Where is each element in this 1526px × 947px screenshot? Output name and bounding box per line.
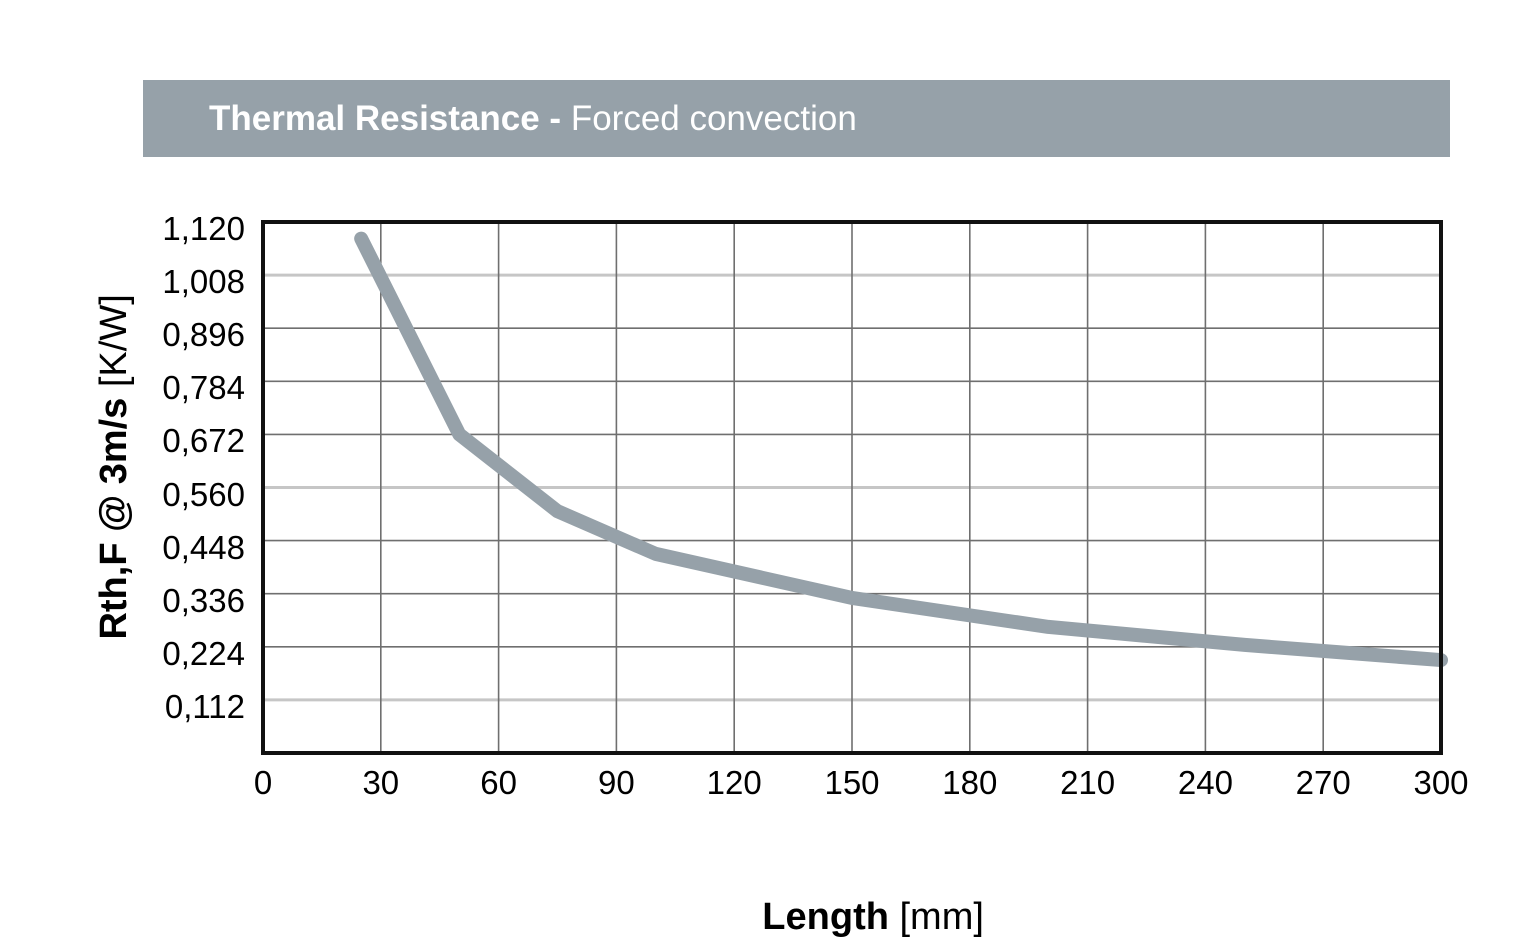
x-tick-label: 300	[1413, 764, 1469, 801]
data-line	[354, 231, 1448, 668]
y-axis-title: Rth,F @ 3m/s [K/W]	[45, 178, 135, 798]
y-tick-label: 0,336	[162, 581, 245, 619]
plot-frame	[261, 220, 1443, 755]
x-tick-label: 240	[1177, 764, 1233, 801]
y-tick-label: 0,112	[164, 687, 245, 725]
y-axis-title-bold: Rth,F @ 3m/s	[93, 387, 135, 640]
x-tick-label: 180	[942, 764, 998, 801]
y-tick-label: 1,008	[162, 263, 245, 301]
plot-area	[261, 220, 1448, 755]
x-axis-title: Length [mm]	[552, 848, 1152, 938]
chart-title-bar: Thermal Resistance - Forced convection	[143, 80, 1450, 157]
y-tick-label: 0,672	[162, 422, 245, 460]
x-tick-label: 150	[824, 764, 880, 801]
y-tick-label: 0,448	[162, 528, 245, 566]
x-tick-label: 270	[1295, 764, 1351, 801]
chart-title-bold: Thermal Resistance -	[209, 98, 571, 138]
x-tick-label: 90	[598, 764, 635, 801]
x-axis-title-bold: Length	[762, 896, 900, 938]
y-tick-label: 0,896	[162, 316, 245, 354]
y-tick-label: 1,120	[162, 210, 245, 247]
y-tick-label: 0,784	[162, 369, 245, 407]
y-tick-label: 0,224	[162, 634, 245, 672]
y-axis-title-unit: [K/W]	[93, 294, 135, 388]
x-axis-title-unit: [mm]	[899, 896, 984, 938]
y-tick-label: 0,560	[162, 475, 245, 513]
x-tick-label: 0	[253, 764, 273, 801]
x-tick-label: 120	[706, 764, 762, 801]
chart-title-regular: Forced convection	[570, 98, 857, 138]
x-tick-label: 60	[480, 764, 517, 801]
x-tick-label: 30	[362, 764, 400, 801]
x-tick-label: 210	[1060, 764, 1116, 801]
